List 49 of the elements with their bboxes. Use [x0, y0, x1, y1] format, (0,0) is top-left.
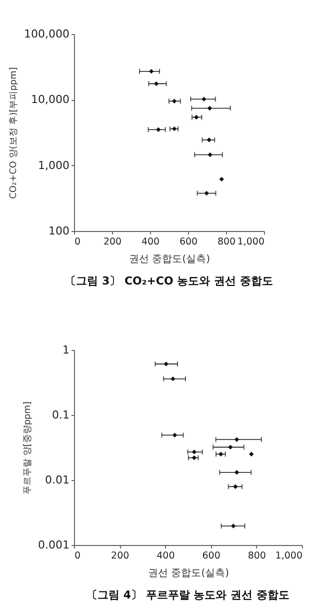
- point: [206, 138, 212, 142]
- x-tick-label: 600: [179, 236, 198, 248]
- x-tick-label: 0: [74, 550, 81, 562]
- point: [194, 114, 199, 120]
- point: [219, 176, 224, 182]
- y-tick-label: 0.01: [45, 474, 70, 486]
- x-axis-title: 권선 중합도(실측): [148, 568, 230, 579]
- point: [172, 432, 178, 438]
- x-axis-title: 권선 중합도(실측): [129, 254, 210, 265]
- y-tick-label: 1: [62, 344, 70, 356]
- point: [207, 106, 212, 111]
- point: [164, 362, 168, 366]
- y-tick-label: 0.1: [52, 408, 70, 422]
- point: [231, 524, 236, 528]
- point: [234, 437, 240, 442]
- point: [170, 376, 176, 382]
- point: [233, 484, 238, 489]
- x-tick-label: 600: [202, 550, 220, 562]
- point: [192, 450, 196, 454]
- y-axis-title: 푸르푸랄 양[중량ppm]: [23, 401, 34, 495]
- x-tick-label: 200: [103, 236, 122, 248]
- point: [148, 68, 154, 74]
- text: 〔그림 4〕 푸르푸랄 농도와 권선 중합도: [86, 588, 290, 602]
- point: [228, 444, 233, 450]
- x-tick-label: 800: [248, 550, 266, 562]
- y-tick-label: 10,000: [31, 93, 70, 106]
- y-axis-title: CO₂+CO 양(보정 후)[부피ppm]: [9, 67, 20, 199]
- point: [234, 470, 240, 475]
- y-tick-label: 1,000: [38, 158, 70, 172]
- x-tick-label: 400: [156, 550, 175, 562]
- y-tick-label: 0.001: [38, 538, 70, 552]
- point: [208, 152, 212, 158]
- x-tick-label: 0: [74, 236, 81, 248]
- x-tick-label: 800: [217, 236, 236, 248]
- point: [172, 98, 177, 104]
- x-tick-label: 400: [141, 236, 160, 248]
- x-tick-label: 1,000: [237, 236, 264, 248]
- point: [192, 455, 196, 460]
- y-tick-label: 100: [48, 224, 70, 238]
- y-tick-label: 100,000: [24, 28, 70, 40]
- point: [218, 452, 224, 456]
- point: [156, 127, 161, 132]
- x-tick-label: 200: [111, 550, 130, 562]
- x-tick-label: 1,000: [275, 550, 302, 562]
- point: [154, 81, 159, 86]
- text: 〔그림 3〕 CO₂+CO 농도와 권선 중합도: [65, 274, 273, 288]
- point: [202, 96, 206, 102]
- point: [204, 190, 209, 196]
- point: [249, 452, 254, 456]
